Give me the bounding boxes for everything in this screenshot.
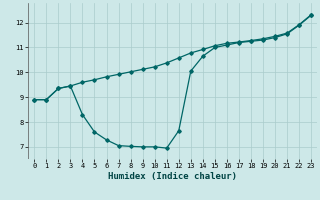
X-axis label: Humidex (Indice chaleur): Humidex (Indice chaleur) <box>108 172 237 181</box>
